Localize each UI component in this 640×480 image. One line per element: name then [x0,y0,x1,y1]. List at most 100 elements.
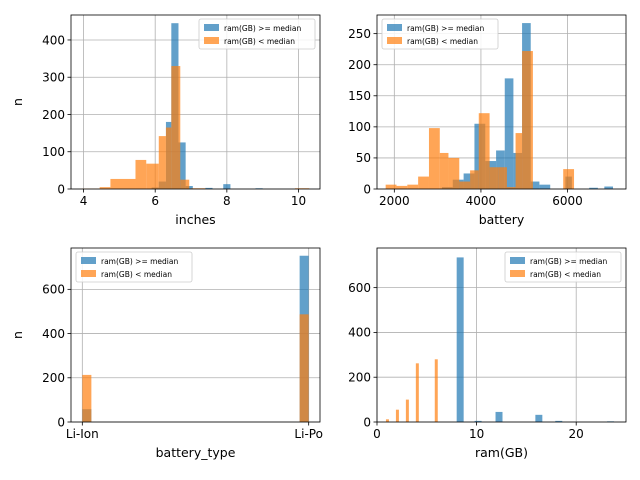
x-tick-label: 10 [469,427,484,441]
legend: ram(GB) >= median ram(GB) < median [504,251,622,283]
histogram-bar [506,187,516,189]
y-tick-label: 150 [348,89,371,103]
legend-swatch [387,37,402,44]
axes-frame [376,247,627,423]
histogram-bar [180,179,190,189]
histogram-bar [428,128,440,189]
y-tick-label: 600 [348,281,371,295]
histogram-bar [99,187,111,189]
legend-box [75,251,193,283]
histogram-bar [522,51,533,189]
y-tick-label: 0 [57,415,65,429]
x-tick-label: 8 [223,194,231,208]
y-tick-label: 250 [348,27,371,41]
histogram-bar [82,374,92,422]
series-ram-below-median [385,51,575,189]
histogram-bar [299,314,309,422]
legend-box [381,18,499,50]
y-tick-label: 400 [348,326,371,340]
histogram-bar [158,136,166,189]
y-tick-label: 200 [348,58,371,72]
histogram-bar [385,184,397,189]
axes-frame [70,247,321,423]
y-axis-label: n [10,331,25,339]
histogram-bar [146,163,159,189]
x-tick-label: 20 [569,427,584,441]
histogram-bar [539,184,551,189]
legend-swatch [81,257,96,264]
histogram-bar [495,411,503,422]
legend-swatch [81,270,96,277]
x-tick-label: 10 [291,194,306,208]
x-tick-label: 4 [80,194,88,208]
histogram-bar [456,257,464,422]
histogram-bar [171,66,181,189]
histogram-bar [110,178,136,189]
x-tick-label: Li-Po [294,427,323,441]
legend-box [198,18,316,50]
histogram-bar [135,159,147,189]
legend-label: ram(GB) >= median [407,24,484,33]
legend-swatch [510,270,525,277]
x-axis-label: inches [175,212,215,227]
y-tick-label: 50 [356,151,371,165]
histogram-bar [489,167,499,189]
histogram-bar [604,186,614,189]
histogram-bar [463,173,475,189]
subplot-2: 2000 4000 6000 0 50 100 150 200 250 battery ram(GB… [348,14,627,227]
x-axis-label: battery_type [156,445,236,460]
histogram-bar [395,409,399,422]
histogram-bar [470,170,479,189]
y-tick-label: 400 [42,33,65,47]
x-tick-label: 4000 [466,194,497,208]
series-ram-below-median [82,314,309,422]
x-tick-label: 0 [373,427,381,441]
histogram-bar [405,399,409,422]
y-tick-label: 0 [57,182,65,196]
legend-label: ram(GB) < median [224,37,295,46]
histogram-bar [474,420,482,422]
x-tick-label: 2000 [379,194,410,208]
histogram-bar [478,113,490,189]
y-tick-label: 600 [42,283,65,297]
histogram-bar [385,419,389,422]
histogram-bar [178,142,186,189]
subplot-3: Li-Ion Li-Po 0 200 400 600 battery_type n ram(GB… [10,247,323,460]
histogram-bar [434,359,438,422]
axes-frame [376,14,627,190]
legend-label: ram(GB) < median [407,37,478,46]
histogram-bar [448,157,460,189]
x-axis-label: battery [479,212,525,227]
legend-label: ram(GB) >= median [101,257,178,266]
y-tick-label: 200 [348,371,371,385]
legend-swatch [510,257,525,264]
histogram-bar [439,152,449,189]
x-tick-label: 6000 [552,194,583,208]
histogram-bar [396,185,408,189]
axes-frame [70,14,321,190]
legend-label: ram(GB) >= median [224,24,301,33]
histogram-bar [535,414,543,422]
histogram-bar [504,78,514,189]
histogram-bar [407,184,419,189]
y-axis-label: n [10,98,25,106]
y-tick-label: 300 [42,71,65,85]
legend-label: ram(GB) < median [101,270,172,279]
histogram-bar [530,181,540,189]
histogram-bar [165,127,172,189]
legend-swatch [204,37,219,44]
histogram-bar [555,420,563,422]
legend: ram(GB) >= median ram(GB) < median [75,251,193,283]
legend-swatch [204,24,219,31]
histogram-bar [498,167,507,189]
legend: ram(GB) >= median ram(GB) < median [381,18,499,50]
legend-label: ram(GB) < median [530,270,601,279]
legend-label: ram(GB) >= median [530,257,607,266]
y-tick-label: 200 [42,108,65,122]
legend-box [504,251,622,283]
y-tick-label: 0 [363,415,371,429]
y-tick-label: 400 [42,327,65,341]
series-ram-below-median [81,66,310,189]
